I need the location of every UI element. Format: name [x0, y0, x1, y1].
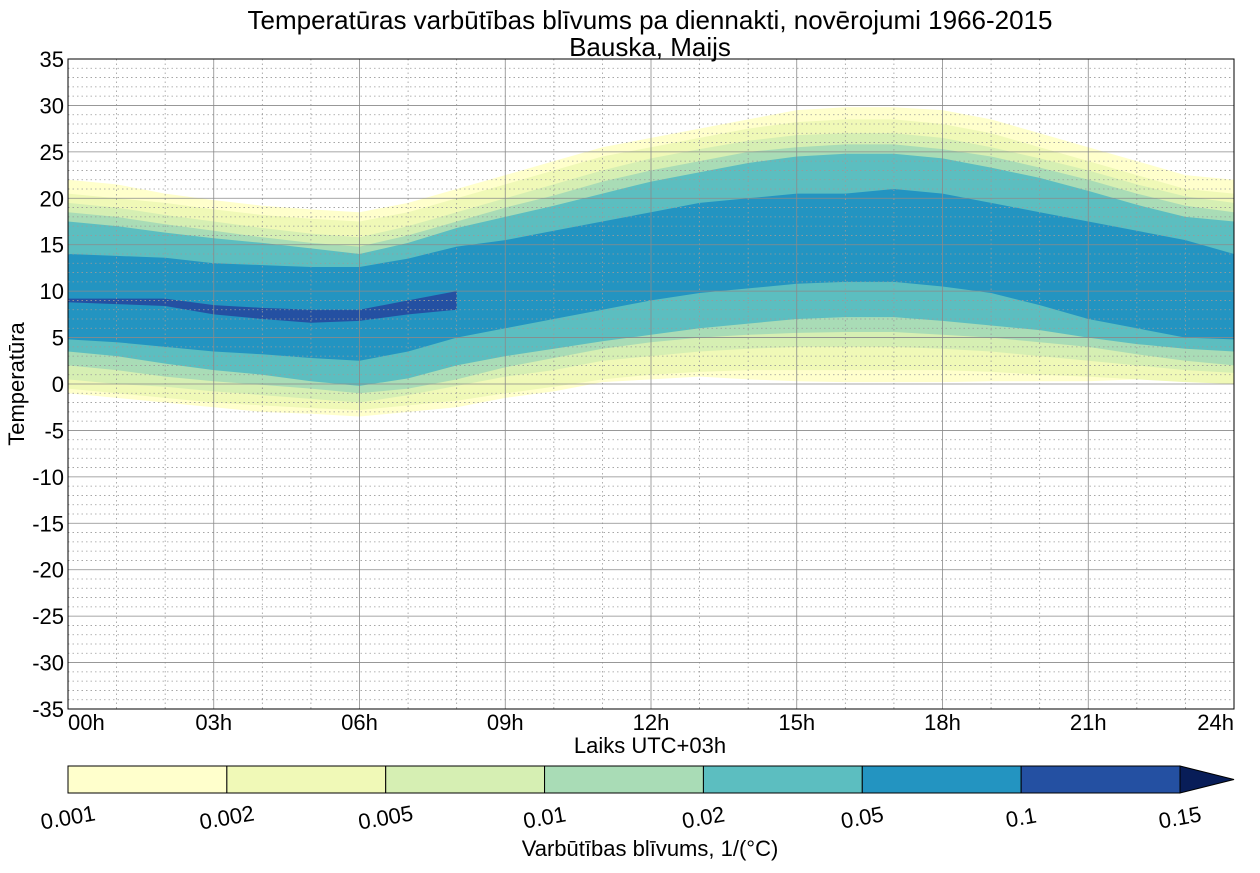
y-tick-labels: 35 30 25 20 15 10 5 0 -5 -10 -15 -20 -25 -30 -35	[32, 47, 64, 722]
x-tick-label: 00h	[68, 710, 105, 735]
x-tick-label: 03h	[195, 710, 232, 735]
x-axis-label: Laiks UTC+03h	[574, 733, 726, 758]
plot-frame	[67, 58, 1235, 710]
colorbar-segment	[861, 765, 1022, 794]
colorbar-segment	[67, 765, 228, 794]
y-tick-label: 25	[40, 140, 64, 165]
colorbar-tick-label: 0.001	[39, 800, 98, 834]
y-tick-label: -20	[32, 558, 64, 583]
colorbar-tick-label: 0.005	[356, 800, 415, 834]
x-tick-label: 15h	[778, 710, 815, 735]
y-tick-label: 5	[52, 326, 64, 351]
x-tick-label: 21h	[1070, 710, 1107, 735]
y-tick-label: 35	[40, 47, 64, 72]
colorbar-segment	[1020, 765, 1181, 794]
colorbar: 0.001 0.002 0.005 0.01 0.02 0.05 0.1 0.15	[39, 765, 1235, 835]
x-tick-labels: 00h 03h 06h 09h 12h 15h 18h 21h 24h	[68, 710, 1234, 735]
colorbar-tick-label: 0.1	[1004, 803, 1038, 833]
colorbar-segment	[702, 765, 863, 794]
x-tick-label: 09h	[487, 710, 524, 735]
x-tick-label: 24h	[1197, 710, 1234, 735]
y-tick-label: -10	[32, 465, 64, 490]
y-tick-label: -25	[32, 604, 64, 629]
colorbar-tick-label: 0.15	[1157, 801, 1204, 833]
x-tick-label: 06h	[341, 710, 378, 735]
colorbar-tick-label: 0.02	[680, 801, 727, 833]
y-tick-label: 20	[40, 186, 64, 211]
colorbar-tick-label: 0.002	[197, 800, 256, 834]
chart-subtitle: Bauska, Maijs	[569, 32, 731, 62]
y-tick-label: 0	[52, 372, 64, 397]
colorbar-segment	[226, 765, 387, 794]
colorbar-segment	[385, 765, 546, 794]
colorbar-extend-arrow	[1179, 765, 1235, 794]
chart-title: Temperatūras varbūtības blīvums pa dienn…	[247, 5, 1052, 35]
x-tick-label: 18h	[924, 710, 961, 735]
y-axis-label: Temperatūra	[4, 321, 29, 445]
colorbar-tick-label: 0.01	[521, 801, 568, 833]
y-tick-label: -15	[32, 511, 64, 536]
y-tick-label: -35	[32, 697, 64, 722]
colorbar-tick-label: 0.05	[839, 801, 886, 833]
colorbar-segment	[544, 765, 704, 794]
y-tick-label: -5	[44, 418, 64, 443]
y-tick-label: 30	[40, 93, 64, 118]
y-tick-label: -30	[32, 651, 64, 676]
y-tick-label: 15	[40, 233, 64, 258]
x-tick-label: 12h	[633, 710, 670, 735]
y-tick-label: 10	[40, 279, 64, 304]
colorbar-label: Varbūtības blīvums, 1/(°C)	[522, 836, 779, 861]
